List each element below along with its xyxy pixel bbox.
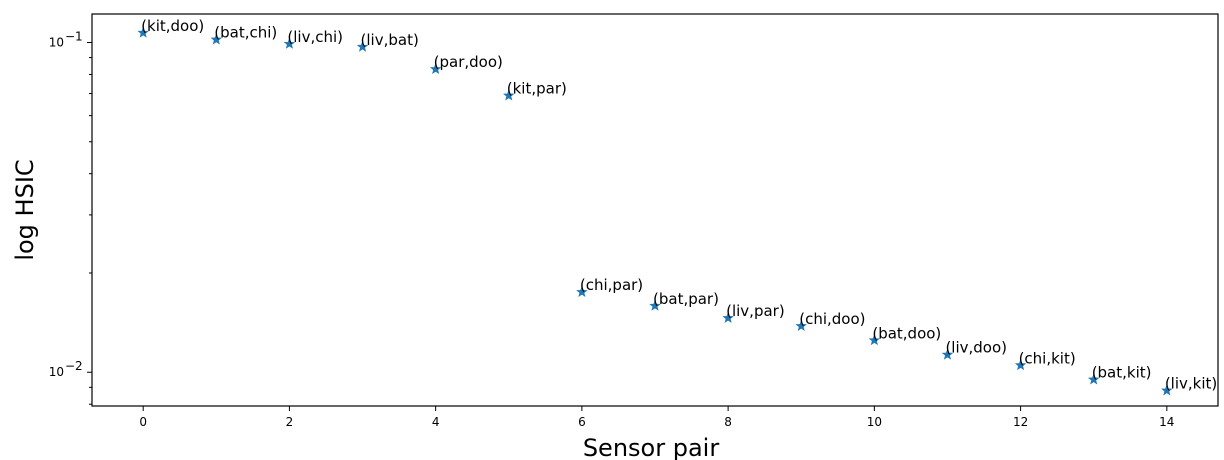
point-label: (chi,par) [580,276,643,294]
plot-frame [91,13,1219,407]
point-label: (kit,doo) [141,17,204,35]
x-tick-label: 0 [139,415,147,429]
y-tick-label: 10 [49,35,64,49]
point-label: (liv,doo) [945,339,1007,357]
x-tick-label: 14 [1159,415,1174,429]
data-point [868,334,881,346]
data-point [1087,373,1100,385]
data-point [941,348,954,360]
point-label: (bat,kit) [1092,364,1152,382]
x-tick-label: 4 [432,415,440,429]
point-label: (liv,chi) [287,28,343,46]
x-tick-label: 6 [578,415,586,429]
data-point [795,320,807,332]
point-label: (bat,doo) [872,324,941,342]
data-points [137,26,1173,396]
point-label: (liv,kit) [1165,375,1217,393]
x-tick-label: 2 [286,415,294,429]
point-label: (bat,par) [653,290,719,308]
data-point [356,40,369,52]
data-point [503,89,515,101]
x-tick-label: 10 [867,415,882,429]
data-point [210,33,223,45]
data-point [429,63,442,75]
point-label: (liv,par) [726,302,785,320]
data-point [1161,384,1173,396]
point-label: (kit,par) [507,80,567,98]
x-tick-label: 8 [724,415,732,429]
data-point [137,26,149,38]
data-point [722,311,734,323]
y-tick-exponent: −1 [65,29,83,43]
point-labels: (kit,doo) (bat,chi) (liv,chi) (liv,bat) (par… [141,17,1217,393]
data-point [576,286,588,297]
data-point [1014,359,1027,371]
y-axis-label: log HSIC [11,159,39,260]
x-axis: 0 2 4 6 8 10 12 14 [139,406,1174,429]
data-point [649,299,661,311]
point-label: (chi,doo) [799,310,865,328]
y-axis: 10−110−2 [49,29,92,405]
point-label: (chi,kit) [1019,349,1076,367]
point-label: (par,doo) [434,53,503,71]
y-tick-exponent: −2 [65,359,83,373]
x-tick-label: 12 [1013,415,1028,429]
y-tick-label: 10 [49,365,64,379]
point-label: (liv,bat) [361,31,419,49]
x-axis-label: Sensor pair [583,434,720,460]
data-point [283,37,296,49]
point-label: (bat,chi) [214,24,277,42]
plot-border [91,13,1219,407]
